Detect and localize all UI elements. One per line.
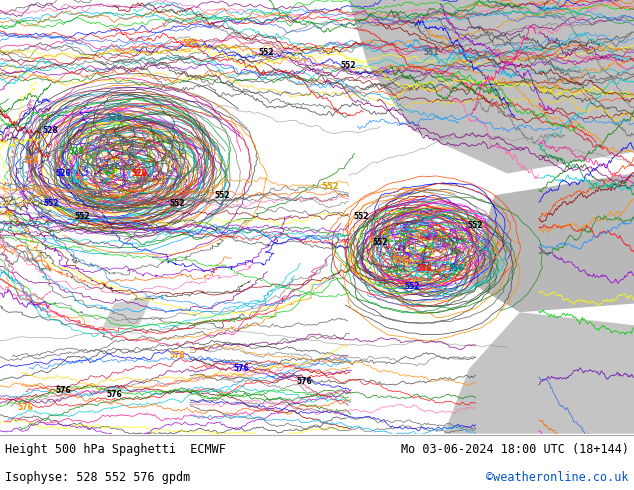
- Text: 578: 578: [169, 351, 186, 360]
- Text: 552: 552: [259, 48, 274, 56]
- Polygon shape: [101, 295, 152, 330]
- Text: 528: 528: [68, 147, 84, 156]
- Text: 534: 534: [87, 191, 103, 199]
- Text: Isophyse: 528 552 576 gpdm: Isophyse: 528 552 576 gpdm: [5, 471, 190, 484]
- Text: Mo 03-06-2024 18:00 UTC (18+144): Mo 03-06-2024 18:00 UTC (18+144): [401, 443, 629, 456]
- Text: 552: 552: [341, 61, 356, 70]
- Text: 552: 552: [75, 212, 90, 221]
- Text: 552: 552: [468, 221, 483, 230]
- Text: 552: 552: [404, 282, 420, 291]
- Text: 551: 551: [424, 48, 439, 56]
- Text: 576: 576: [107, 390, 122, 399]
- Text: 528: 528: [24, 156, 39, 165]
- Text: 526: 526: [56, 169, 71, 178]
- Text: ©weatheronline.co.uk: ©weatheronline.co.uk: [486, 471, 629, 484]
- Text: 552: 552: [321, 182, 339, 191]
- Text: 556: 556: [392, 256, 407, 265]
- Text: 552: 552: [214, 191, 230, 199]
- Text: 525: 525: [183, 39, 198, 48]
- Text: 528: 528: [132, 169, 147, 178]
- Text: 552: 552: [436, 238, 451, 247]
- Text: 552: 552: [170, 199, 185, 208]
- Text: 556: 556: [449, 265, 464, 273]
- Text: 576: 576: [297, 377, 312, 386]
- Text: 552: 552: [373, 238, 388, 247]
- Text: 552: 552: [354, 212, 369, 221]
- Text: 528: 528: [107, 113, 122, 122]
- Text: 576: 576: [233, 364, 249, 373]
- Text: 576: 576: [56, 386, 71, 395]
- Polygon shape: [349, 0, 634, 173]
- Text: 534: 534: [119, 139, 134, 147]
- Text: 558: 558: [417, 265, 432, 273]
- Text: 576: 576: [18, 403, 33, 412]
- Text: Height 500 hPa Spaghetti  ECMWF: Height 500 hPa Spaghetti ECMWF: [5, 443, 226, 456]
- Text: 552: 552: [43, 199, 58, 208]
- Polygon shape: [469, 173, 634, 312]
- Text: 528: 528: [43, 125, 58, 135]
- Polygon shape: [444, 312, 634, 434]
